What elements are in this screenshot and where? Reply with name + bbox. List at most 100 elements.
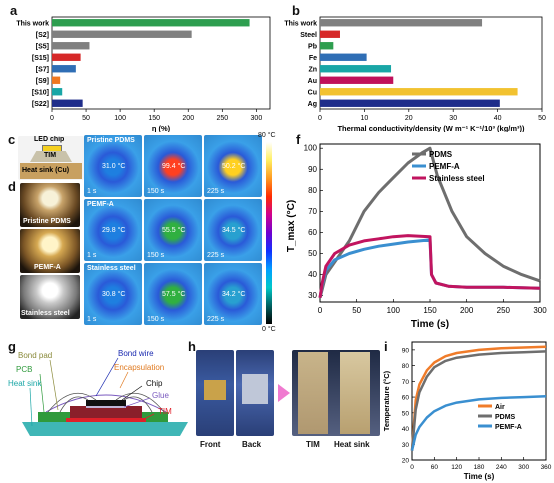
thermal-image: 34.2 °C 225 s xyxy=(204,263,262,325)
photo-label: Stainless steel xyxy=(21,310,70,317)
photo-module-back xyxy=(236,350,274,436)
thermal-temp-label: 29.8 °C xyxy=(102,227,126,234)
chip-label: Chip xyxy=(146,379,163,388)
x-tick-label: 300 xyxy=(251,115,263,122)
thermal-temp-label: 55.5 °C xyxy=(162,227,186,234)
thermal-image: 55.5 °C 150 s xyxy=(144,199,202,261)
x-axis-label: Time (s) xyxy=(411,319,449,330)
bar xyxy=(320,30,340,38)
x-tick-label: 120 xyxy=(451,464,462,471)
bond-wire-label: Bond wire xyxy=(118,349,154,358)
back-label: Back xyxy=(242,440,262,449)
thermal-temp-label: 30.8 °C xyxy=(102,291,126,298)
series-line xyxy=(410,345,547,451)
leader-line xyxy=(141,413,155,421)
x-tick-label: 60 xyxy=(431,464,439,471)
category-label: Zn xyxy=(308,66,317,73)
x-tick-label: 20 xyxy=(405,115,413,122)
y-tick-label: 60 xyxy=(402,395,410,402)
plot-frame xyxy=(319,16,543,110)
glue-shape xyxy=(86,406,126,408)
arrow-icon xyxy=(278,384,290,402)
thermal-image: 34.5 °C 225 s xyxy=(204,199,262,261)
led-chip-block xyxy=(42,145,62,152)
colorbar-max-label: 80 °C xyxy=(258,132,276,139)
thermal-time-label: 1 s xyxy=(87,316,97,323)
leader-line xyxy=(119,371,129,389)
led-schematic: LED chip TIM Heat sink (Cu) xyxy=(18,136,84,180)
photo-pemf-a: PEMF-A xyxy=(20,229,80,273)
x-tick-label: 360 xyxy=(541,464,552,471)
category-label: [S10] xyxy=(32,89,49,96)
module-heat-sink xyxy=(340,352,370,434)
encapsulation-label: Encapsulation xyxy=(114,363,164,372)
bar xyxy=(52,88,63,96)
legend-label: Stainless steel xyxy=(429,174,485,183)
tim-label: TIM xyxy=(306,440,320,449)
thermal-row-label: PEMF-A xyxy=(87,201,114,208)
bond-wire-shape xyxy=(47,392,97,413)
bar xyxy=(52,42,90,50)
bar xyxy=(320,88,518,96)
category-label: Pb xyxy=(308,43,317,50)
leader-line xyxy=(49,359,59,411)
chart-a: This work [S2] [S5] [S15] [S7] [S9] [S10] [S22]… xyxy=(16,16,271,132)
bar xyxy=(320,65,392,73)
category-label: [S5] xyxy=(36,43,49,50)
category-label: [S15] xyxy=(32,55,49,62)
module-chip xyxy=(204,380,226,400)
x-tick-label: 180 xyxy=(474,464,485,471)
legend-label: PEMF-A xyxy=(429,162,460,171)
thermal-time-label: 225 s xyxy=(207,188,225,195)
y-tick-label: 80 xyxy=(308,186,317,195)
x-tick-label: 50 xyxy=(82,115,90,122)
x-tick-label: 100 xyxy=(387,306,401,315)
thermal-temp-label: 34.5 °C xyxy=(222,227,246,234)
series-line xyxy=(410,350,547,451)
bar xyxy=(52,19,250,27)
series-line xyxy=(318,146,541,299)
thermal-temp-label: 34.2 °C xyxy=(222,291,246,298)
category-label: This work xyxy=(284,20,317,27)
tim-label: TIM xyxy=(158,407,172,416)
tim-label: TIM xyxy=(44,152,57,159)
x-axis-label: Time (s) xyxy=(464,472,495,481)
module-with-tim xyxy=(298,352,328,434)
chip-base-shape xyxy=(70,406,142,418)
category-label: Fe xyxy=(309,55,317,62)
heat-sink-label: Heat sink xyxy=(8,379,42,388)
leader-line xyxy=(39,373,45,413)
heat-sink-label: Heat sink (Cu) xyxy=(22,167,70,174)
thermal-row-label: Pristine PDMS xyxy=(87,137,135,144)
bar xyxy=(320,76,394,84)
thermal-image: 30.8 °C 1 s Stainless steel xyxy=(84,263,142,325)
thermal-image: 31.0 °C 1 s Pristine PDMS xyxy=(84,135,142,197)
x-tick-label: 30 xyxy=(449,115,457,122)
x-tick-label: 250 xyxy=(216,115,228,122)
thermal-image: 50.2 °C 225 s xyxy=(204,135,262,197)
front-label: Front xyxy=(200,440,221,449)
thermal-time-label: 225 s xyxy=(207,252,225,259)
plot-frame xyxy=(51,16,271,110)
y-axis-label: T_max (°C) xyxy=(286,200,297,252)
bond-wire-shape xyxy=(123,396,153,413)
y-tick-label: 90 xyxy=(402,347,410,354)
x-tick-label: 50 xyxy=(352,306,361,315)
y-tick-label: 60 xyxy=(308,228,317,237)
bar xyxy=(52,65,76,73)
x-tick-label: 150 xyxy=(423,306,437,315)
x-tick-label: 100 xyxy=(114,115,126,122)
category-label: [S7] xyxy=(36,66,49,73)
series-line xyxy=(410,395,547,451)
bond-pad-label: Bond pad xyxy=(18,351,52,360)
chart-b: This work Steel Pb Fe Zn Au Cu Ag0 10 20 30 40 50 The… xyxy=(284,16,546,132)
y-tick-label: 30 xyxy=(402,442,410,449)
thermal-time-label: 1 s xyxy=(87,252,97,259)
tim-shape xyxy=(66,418,146,422)
x-axis-label: Thermal conductivity/density (W m⁻¹ K⁻¹/… xyxy=(337,124,525,132)
category-label: Ag xyxy=(308,101,317,108)
panel-letter-c: c xyxy=(8,132,16,147)
chip-shape xyxy=(86,400,126,406)
x-tick-label: 300 xyxy=(518,464,529,471)
thermal-image: 57.5 °C 150 s xyxy=(144,263,202,325)
